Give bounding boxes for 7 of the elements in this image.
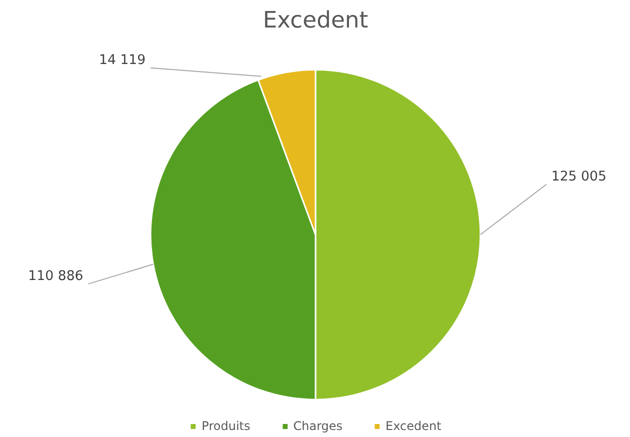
legend-label: Produits [202, 419, 250, 433]
chart-title: Excedent [262, 8, 368, 34]
legend-label: Charges [293, 419, 343, 433]
data-label: 125 005 [551, 169, 606, 184]
legend-label: Excedent [386, 419, 442, 433]
data-label: 110 886 [28, 268, 84, 284]
data-label: 14 119 [98, 52, 146, 68]
